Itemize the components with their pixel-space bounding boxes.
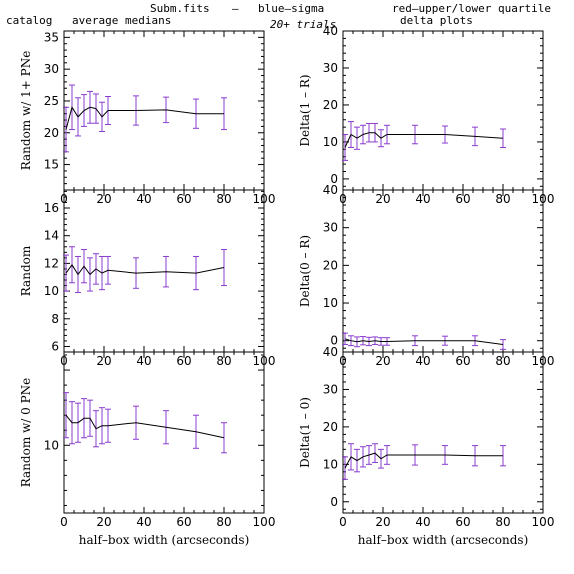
y-tick-label: 6 bbox=[51, 339, 59, 353]
y-tick-label: 0 bbox=[330, 495, 338, 509]
x-tick-label: 100 bbox=[253, 515, 276, 529]
column-label-catalog: catalog bbox=[6, 14, 52, 27]
y-tick-label: 15 bbox=[44, 158, 59, 172]
y-axis-label: Random bbox=[19, 245, 33, 296]
y-tick-label: 35 bbox=[44, 30, 59, 44]
y-tick-label: 20 bbox=[44, 126, 59, 140]
y-tick-label: 20 bbox=[323, 258, 338, 272]
series-line bbox=[344, 452, 503, 469]
y-tick-label: 30 bbox=[44, 62, 59, 76]
y-tick-label: 10 bbox=[323, 296, 338, 310]
figure-filename: Subm.fits bbox=[150, 2, 210, 15]
series-line bbox=[65, 414, 225, 439]
y-tick-label: 40 bbox=[323, 345, 338, 359]
x-tick-label: 40 bbox=[415, 192, 430, 206]
x-tick-label: 20 bbox=[375, 192, 390, 206]
y-tick-label: 8 bbox=[51, 312, 59, 326]
x-tick-label: 40 bbox=[136, 515, 151, 529]
y-tick-label: 10 bbox=[323, 135, 338, 149]
chart-panel-5: 0 20 40 60 80 100 10 Random w/ 0 PNe half–box wi… bbox=[19, 351, 276, 547]
y-tick-label: 20 bbox=[323, 98, 338, 112]
y-tick-label: 14 bbox=[44, 229, 59, 243]
y-tick-label: 25 bbox=[44, 94, 59, 108]
x-tick-label: 20 bbox=[96, 354, 111, 368]
x-tick-label: 80 bbox=[216, 354, 231, 368]
plot-frame bbox=[63, 351, 265, 514]
sigma-legend: blue–sigma bbox=[258, 2, 324, 15]
y-axis-label: Delta(0 – R) bbox=[298, 235, 312, 307]
plot-frame bbox=[63, 30, 265, 191]
x-tick-label: 60 bbox=[176, 192, 191, 206]
plot-frame bbox=[342, 351, 544, 514]
x-tick-label: 80 bbox=[495, 192, 510, 206]
y-tick-label: 10 bbox=[44, 284, 59, 298]
x-tick-label: 80 bbox=[216, 192, 231, 206]
x-axis-label: half–box width (arcseconds) bbox=[79, 533, 250, 547]
chart-panel-6: 0 20 40 60 80 100 0 10 20 30 40 Delta(1 – 0) half–bo… bbox=[298, 345, 554, 547]
y-axis-label: Random w/ 0 PNe bbox=[19, 378, 33, 488]
quartile-legend: red–upper/lower quartile bbox=[392, 2, 551, 15]
x-tick-label: 60 bbox=[455, 515, 470, 529]
y-tick-label: 30 bbox=[323, 382, 338, 396]
y-tick-label: 30 bbox=[323, 221, 338, 235]
y-tick-label: 10 bbox=[323, 457, 338, 471]
y-tick-label: 0 bbox=[330, 334, 338, 348]
y-tick-label: 0 bbox=[330, 172, 338, 186]
x-tick-label: 20 bbox=[96, 192, 111, 206]
trials-note: 20+ trials bbox=[270, 18, 336, 31]
y-tick-label: 10 bbox=[44, 438, 59, 452]
x-tick-label: 20 bbox=[375, 354, 390, 368]
x-tick-label: 20 bbox=[96, 515, 111, 529]
series-line bbox=[344, 338, 504, 345]
y-tick-label: 30 bbox=[323, 61, 338, 75]
y-tick-label: 20 bbox=[323, 420, 338, 434]
x-tick-label: 0 bbox=[339, 515, 347, 529]
x-tick-label: 80 bbox=[495, 515, 510, 529]
y-tick-label: 12 bbox=[44, 256, 59, 270]
series-line bbox=[344, 132, 504, 148]
x-tick-label: 40 bbox=[136, 354, 151, 368]
x-tick-label: 40 bbox=[136, 192, 151, 206]
x-tick-label: 100 bbox=[532, 515, 555, 529]
series-line bbox=[65, 106, 224, 130]
column-label-delta: delta plots bbox=[400, 14, 473, 27]
y-tick-label: 16 bbox=[44, 201, 59, 215]
x-axis-label: half–box width (arcseconds) bbox=[358, 533, 529, 547]
x-tick-label: 60 bbox=[176, 354, 191, 368]
column-label-medians: average medians bbox=[72, 14, 171, 27]
x-tick-label: 60 bbox=[455, 354, 470, 368]
y-axis-label: Delta(1 – 0) bbox=[298, 397, 312, 468]
x-tick-label: 60 bbox=[176, 515, 191, 529]
y-tick-label: 40 bbox=[323, 183, 338, 197]
header-dash: — bbox=[232, 2, 239, 15]
x-tick-label: 40 bbox=[415, 515, 430, 529]
x-tick-label: 60 bbox=[455, 192, 470, 206]
y-axis-label: Delta(1 – R) bbox=[298, 74, 312, 146]
x-tick-label: 40 bbox=[415, 354, 430, 368]
plot-frame bbox=[342, 189, 544, 353]
x-tick-label: 0 bbox=[60, 515, 68, 529]
plot-frame bbox=[342, 30, 544, 191]
x-tick-label: 80 bbox=[495, 354, 510, 368]
x-tick-label: 20 bbox=[375, 515, 390, 529]
y-tick-label: 40 bbox=[323, 24, 338, 38]
series-line bbox=[65, 263, 225, 276]
y-axis-label: Random w/ 1+ PNe bbox=[19, 51, 33, 171]
x-tick-label: 80 bbox=[216, 515, 231, 529]
